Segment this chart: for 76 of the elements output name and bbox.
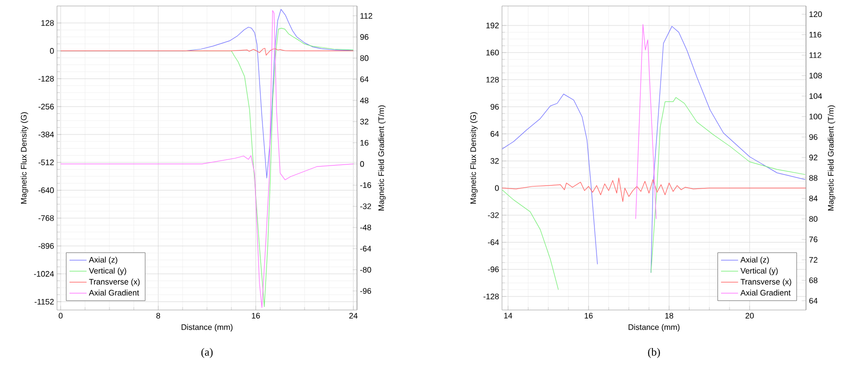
y2-tick-label: 92 xyxy=(809,154,818,160)
y-tick-label: -1024 xyxy=(34,271,54,277)
y2-tick-label: 80 xyxy=(809,216,818,222)
legend-label: Vertical (y) xyxy=(88,268,126,276)
y2-tick-label: 76 xyxy=(809,236,818,242)
x-tick-label: 24 xyxy=(349,312,358,318)
y-tick-label: -64 xyxy=(488,239,499,246)
y-tick-label: 192 xyxy=(486,22,499,28)
y2-tick-label: 0 xyxy=(360,161,364,167)
y2-tick-label: 96 xyxy=(809,134,818,140)
y-tick-label: -1152 xyxy=(34,298,54,305)
y-tick-label: 32 xyxy=(490,158,499,164)
y2-tick-label: -64 xyxy=(360,246,372,252)
y-tick-label: 96 xyxy=(490,104,499,110)
y2-tick-label: -80 xyxy=(360,266,372,273)
y-tick-label: -128 xyxy=(483,294,499,300)
legend-label: Axial (z) xyxy=(740,256,769,264)
y-tick-label: -896 xyxy=(38,243,54,249)
y2-axis-title: Magnetic Field Gradient (T/m) xyxy=(828,105,836,210)
x-tick-label: 14 xyxy=(504,312,512,318)
text: (a) xyxy=(201,348,213,358)
y-tick-label: -768 xyxy=(38,215,54,221)
y-tick-label: 0 xyxy=(50,48,54,54)
y-tick-label: 0 xyxy=(495,185,499,191)
y-tick-label: -128 xyxy=(38,76,54,82)
y2-tick-label: 84 xyxy=(809,196,818,202)
y-axis-title: Magnetic Flux Density (G) xyxy=(20,112,28,204)
y2-tick-label: -32 xyxy=(360,203,372,210)
y2-tick-label: 64 xyxy=(809,298,818,304)
legend-label: Vertical (y) xyxy=(740,268,778,276)
y2-tick-label: 88 xyxy=(809,175,818,181)
y2-tick-label: 108 xyxy=(809,72,822,78)
y-tick-label: -256 xyxy=(38,104,54,110)
y2-tick-label: 80 xyxy=(360,55,368,61)
y-tick-label: 128 xyxy=(41,20,54,26)
legend-label: Axial Gradient xyxy=(740,290,791,296)
y2-axis-title: Magnetic Field Gradient (T/m) xyxy=(378,105,386,210)
y2-tick-label: -96 xyxy=(360,288,372,294)
x-tick-label: 20 xyxy=(746,312,754,319)
line-series xyxy=(635,24,657,220)
legend-label: Transverse (x) xyxy=(740,278,792,286)
y2-tick-label: 104 xyxy=(809,93,822,99)
y-tick-label: 160 xyxy=(486,50,499,56)
x-tick-label: 16 xyxy=(252,312,260,319)
y-axis-title: Magnetic Flux Density (G) xyxy=(470,112,478,204)
x-tick-label: 8 xyxy=(156,312,160,319)
y-tick-label: 64 xyxy=(490,131,499,137)
y2-tick-label: 16 xyxy=(360,140,368,146)
y-tick-label: 128 xyxy=(486,76,499,82)
legend-label: Axial (z) xyxy=(88,256,118,264)
y2-tick-label: 116 xyxy=(809,32,822,38)
legend-label: Axial Gradient xyxy=(88,290,140,296)
x-tick-label: 18 xyxy=(665,312,674,319)
y2-tick-label: 48 xyxy=(360,98,368,104)
y2-tick-label: 120 xyxy=(809,11,822,18)
y2-tick-label: 112 xyxy=(360,13,372,19)
x-axis-title: Distance (mm) xyxy=(628,324,680,332)
text: (b) xyxy=(648,348,660,358)
y-tick-label: -384 xyxy=(38,132,54,138)
y-tick-label: -96 xyxy=(488,266,499,272)
y2-tick-label: -48 xyxy=(360,224,372,230)
y2-tick-label: 96 xyxy=(360,34,368,40)
y-tick-label: -32 xyxy=(488,212,499,218)
x-tick-label: 16 xyxy=(584,312,593,319)
y2-tick-label: 68 xyxy=(809,277,818,284)
y2-tick-label: 100 xyxy=(809,114,822,120)
y2-tick-label: -16 xyxy=(360,182,372,188)
x-tick-label: 0 xyxy=(58,312,63,319)
legend-label: Transverse (x) xyxy=(89,278,140,286)
y2-tick-label: 112 xyxy=(809,52,822,58)
x-axis-title: Distance (mm) xyxy=(182,324,232,332)
y2-tick-label: 64 xyxy=(360,76,369,82)
y2-tick-label: 32 xyxy=(360,118,368,124)
y-tick-label: -512 xyxy=(38,160,54,166)
y2-tick-label: 72 xyxy=(809,257,818,263)
y-tick-label: -640 xyxy=(38,187,54,194)
